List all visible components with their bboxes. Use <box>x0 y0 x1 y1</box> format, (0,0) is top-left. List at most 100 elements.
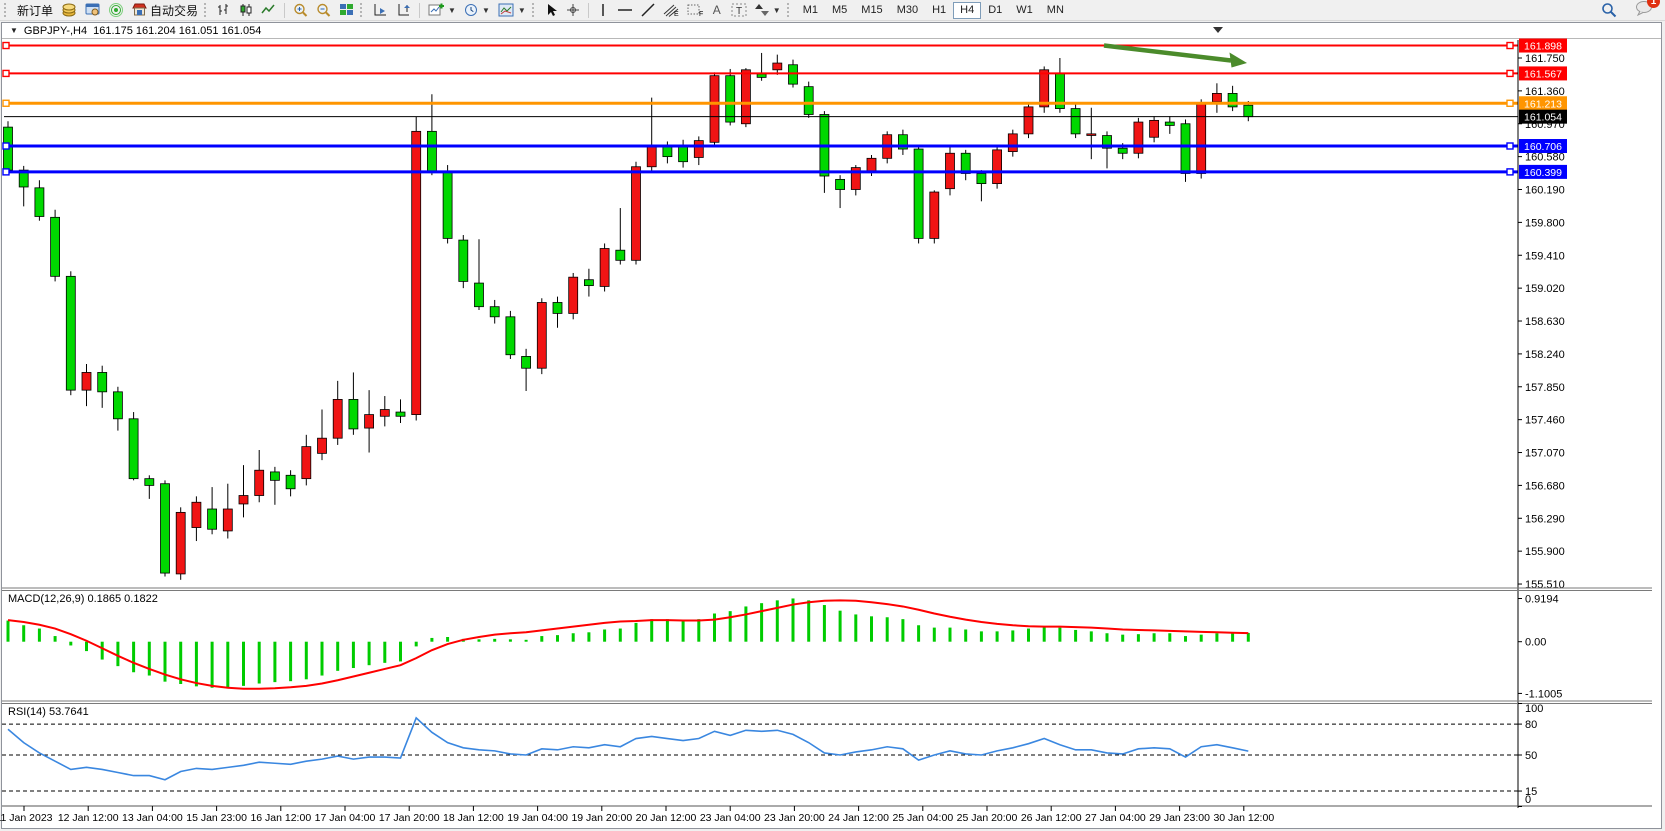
line-chart-button[interactable] <box>257 1 280 20</box>
candle-down <box>976 170 987 202</box>
signal-button[interactable] <box>105 1 128 20</box>
chart-title-bar[interactable]: ▼ GBPJPY-,H4 161.175 161.204 161.051 161… <box>2 23 1661 39</box>
timeframe-button-m30[interactable]: M30 <box>890 2 925 19</box>
chart-shift-button[interactable] <box>392 1 415 20</box>
timeframe-button-h4[interactable]: H4 <box>953 1 982 19</box>
candlestick-chart-button[interactable] <box>235 1 257 20</box>
candle-up <box>741 68 751 128</box>
price-tick-label: 160.970 <box>1525 119 1565 131</box>
current-price-badge-label: 161.054 <box>1524 112 1562 124</box>
toolbar-grip[interactable] <box>531 3 537 17</box>
timeframe-button-m1[interactable]: M1 <box>796 2 825 19</box>
line-handle[interactable] <box>1506 99 1514 107</box>
text-button[interactable]: A <box>707 1 727 20</box>
main-toolbar: 新订单 自动交易 ▼ ▼ <box>0 0 1665 21</box>
period-button[interactable]: ▼ <box>460 1 494 20</box>
candle-up <box>81 364 92 407</box>
price-tick-label: 157.460 <box>1525 415 1565 427</box>
cursor-button[interactable] <box>541 1 562 20</box>
fibonacci-button[interactable]: E <box>659 1 683 20</box>
toolbar-grip[interactable] <box>204 3 209 17</box>
line-handle[interactable] <box>2 99 10 107</box>
candle-up <box>631 161 641 265</box>
line-handle[interactable] <box>2 41 10 50</box>
price-tick-label: 159.410 <box>1525 250 1565 262</box>
zoom-out-icon <box>316 3 331 18</box>
timeframe-button-h1[interactable]: H1 <box>925 2 953 19</box>
line-handle[interactable] <box>1506 168 1514 176</box>
timeframe-button-mn[interactable]: MN <box>1040 2 1071 19</box>
macd-scale-label: 0.00 <box>1525 637 1546 649</box>
candle-up <box>332 380 343 445</box>
line-handle[interactable] <box>2 142 10 150</box>
time-axis-label: 15 Jan 23:00 <box>186 812 247 824</box>
toolbar-separator <box>419 2 421 18</box>
autotrade-button[interactable]: 自动交易 <box>128 1 202 20</box>
tile-windows-button[interactable] <box>335 1 358 20</box>
toolbar-grip[interactable] <box>786 3 792 17</box>
candle-up <box>992 146 1002 189</box>
search-icon <box>1601 2 1617 18</box>
toolbar-grip[interactable] <box>360 3 365 17</box>
trendline-button[interactable] <box>637 1 659 20</box>
fibonacci-icon: E <box>663 3 679 17</box>
candle-up <box>254 449 265 503</box>
symbol-dropdown-icon[interactable]: ▼ <box>10 26 18 35</box>
price-level-badge <box>1519 66 1567 81</box>
rsi-scale-label: 80 <box>1525 719 1537 731</box>
timeframe-button-m15[interactable]: M15 <box>854 2 889 19</box>
candle-up <box>301 434 312 486</box>
vertical-line-button[interactable] <box>593 1 613 20</box>
candle-down <box>913 144 924 244</box>
candle-down <box>34 180 45 221</box>
tile-windows-icon <box>339 3 354 17</box>
auto-scroll-button[interactable] <box>369 1 392 20</box>
rsi-scale-label: 100 <box>1525 703 1543 715</box>
bar-chart-button[interactable] <box>213 1 235 20</box>
crosshair-button[interactable] <box>562 1 584 20</box>
line-handle[interactable] <box>2 69 10 78</box>
candle-up <box>1133 117 1144 159</box>
grid-button[interactable]: F <box>683 1 707 20</box>
candle-down <box>505 310 516 359</box>
line-handle[interactable] <box>2 168 10 176</box>
shapes-arrows-icon <box>754 3 769 17</box>
time-axis-label: 12 Jan 12:00 <box>58 812 119 824</box>
chart-symbol-period: GBPJPY-,H4 <box>23 24 88 37</box>
trend-arrow-annotation[interactable] <box>1103 43 1247 68</box>
price-tick-label: 160.580 <box>1525 152 1565 164</box>
template-button[interactable]: ▼ <box>494 1 530 20</box>
price-level-badge-label: 160.399 <box>1524 167 1562 179</box>
text-label-button[interactable]: T <box>727 1 751 20</box>
coins-button[interactable] <box>57 1 81 20</box>
timeframe-button-w1[interactable]: W1 <box>1009 2 1040 19</box>
terminal-window-button[interactable] <box>81 1 105 20</box>
price-tick-label: 158.630 <box>1525 316 1565 328</box>
new-order-label: 新订单 <box>17 3 54 18</box>
candle-up <box>929 190 940 244</box>
line-handle[interactable] <box>1506 41 1514 50</box>
shapes-button[interactable]: ▼ <box>751 1 785 20</box>
new-chart-button[interactable]: ▼ <box>424 1 460 20</box>
zoom-in-button[interactable] <box>289 1 312 20</box>
toolbar-grip[interactable] <box>4 3 9 17</box>
notifications-button[interactable]: 1 <box>1635 0 1660 21</box>
macd-scale-label: 0.9194 <box>1525 593 1559 605</box>
price-level-badge-label: 161.213 <box>1524 98 1562 110</box>
line-handle[interactable] <box>1506 142 1514 150</box>
horizontal-line-button[interactable] <box>613 1 637 20</box>
auto-scroll-icon <box>373 3 388 17</box>
search-button[interactable] <box>1597 1 1621 20</box>
toolbar-separator <box>284 2 286 18</box>
timeframe-button-m5[interactable]: M5 <box>825 2 854 19</box>
zoom-out-button[interactable] <box>312 1 335 20</box>
autotrade-shop-icon <box>132 3 147 17</box>
line-chart-icon <box>261 3 276 17</box>
chart-shift-marker[interactable] <box>1213 27 1223 33</box>
rsi-line <box>7 716 1249 781</box>
price-level-badge-label: 161.898 <box>1524 41 1562 53</box>
timeframe-button-d1[interactable]: D1 <box>981 2 1009 19</box>
line-handle[interactable] <box>1506 69 1514 78</box>
new-order-button[interactable]: 新订单 <box>13 1 57 20</box>
